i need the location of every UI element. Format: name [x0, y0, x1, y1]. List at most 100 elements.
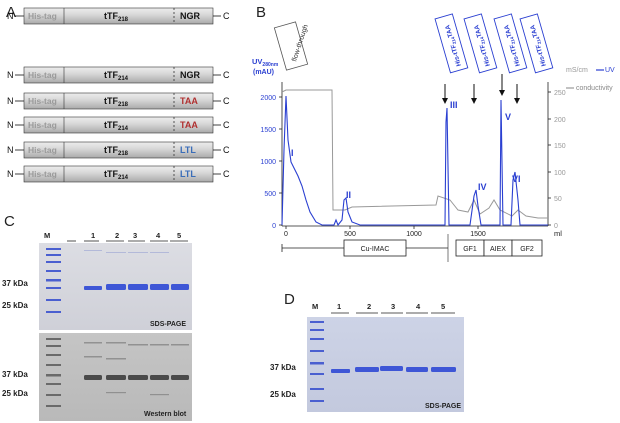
- kda-25-label-d: 25 kDa: [270, 390, 296, 399]
- peak-label-5: V: [505, 112, 511, 122]
- construct-3: N His-tag tTF218 TAA C: [7, 92, 230, 110]
- peak-label-2: II: [346, 190, 351, 200]
- lane-label-2-d: 2: [367, 302, 371, 311]
- construct-c-terminus: C: [223, 120, 230, 130]
- construct-2: N His-tag tTF214 NGR C: [7, 66, 230, 84]
- sds-marker-bands: [46, 248, 61, 313]
- construct-c-terminus: C: [223, 145, 230, 155]
- construct-6: N His-tag tTF214 LTL C: [7, 165, 230, 183]
- construct-1: N His-tag tTF218 NGR C: [7, 7, 230, 25]
- panel-c: C M 1 2 3 4 5: [2, 213, 192, 421]
- sds-page-label-d: SDS-PAGE: [425, 403, 461, 410]
- lane-label-1: 1: [91, 231, 95, 240]
- step-cu-imac: Cu-IMAC: [361, 246, 390, 253]
- construct-n-terminus: N: [7, 169, 14, 179]
- construct-suffix: LTL: [180, 169, 196, 179]
- construct-4: N His-tag tTF214 TAA C: [7, 116, 230, 134]
- volume-tick-label: 1000: [406, 231, 422, 238]
- uv-tick-label: 2000: [260, 95, 276, 102]
- lane-label-4: 4: [156, 231, 161, 240]
- construct-c-terminus: C: [223, 70, 230, 80]
- construct-n-terminus: N: [7, 96, 14, 106]
- lane-label-4-d: 4: [416, 302, 421, 311]
- his-ttf-box-2: His-tTF214TAA: [463, 13, 498, 74]
- flow-through-box: flow-through: [273, 21, 310, 71]
- conductivity-tick-label: 0: [554, 223, 558, 230]
- construct-c-terminus: C: [223, 96, 230, 106]
- conductivity-tick-label: 150: [554, 143, 566, 150]
- lane-label-m-d: M: [312, 302, 318, 311]
- construct-ttf-label: tTF218: [104, 96, 129, 108]
- panel-d-lane-labels: M 1 2 3 4 5: [312, 302, 445, 311]
- construct-his-tag: His-tag: [28, 120, 57, 130]
- panel-c-lane-labels: M 1 2 3 4 5: [44, 231, 181, 240]
- step-aiex: AIEX: [490, 246, 506, 253]
- construct-ttf-label: tTF214: [104, 169, 129, 181]
- kda-37-label-d: 37 kDa: [270, 363, 296, 372]
- step-gf2: GF2: [520, 246, 534, 253]
- kda-25-label-c-sds: 25 kDa: [2, 301, 28, 310]
- construct-suffix: TAA: [180, 120, 198, 130]
- uv-axis-unit: UV: [252, 57, 262, 66]
- construct-suffix: TAA: [180, 96, 198, 106]
- western-blot-label: Western blot: [144, 411, 187, 418]
- volume-tick-label: 500: [344, 231, 356, 238]
- sds-gel-d: [307, 317, 464, 412]
- his-ttf-box-1: His-tTF214TAA: [434, 13, 469, 74]
- construct-his-tag: His-tag: [28, 169, 57, 179]
- construct-his-tag: His-tag: [28, 70, 57, 80]
- uv-axis-unit2: (mAU): [253, 69, 274, 76]
- peak-label-1: I: [291, 148, 294, 158]
- kda-25-label-c-wb: 25 kDa: [2, 389, 28, 398]
- arrow-3: [499, 74, 505, 96]
- sds-page-label-c: SDS-PAGE: [150, 321, 186, 328]
- uv-tick-label: 1000: [260, 159, 276, 166]
- construct-ttf-label: tTF218: [104, 11, 129, 23]
- panel-b: B UV280nm (mAU) mS/cm UV conductivity 20…: [252, 4, 615, 262]
- construct-n-terminus: N: [7, 11, 14, 21]
- uv-tick-label: 0: [272, 223, 276, 230]
- kda-37-label-c-sds: 37 kDa: [2, 279, 28, 288]
- conductivity-tick-label: 250: [554, 90, 566, 97]
- uv-tick-label: 1500: [260, 127, 276, 134]
- construct-ttf-label: tTF214: [104, 70, 129, 82]
- construct-n-terminus: N: [7, 120, 14, 130]
- uv-axis-label: UV280nm: [252, 57, 279, 68]
- kda-37-label-c-wb: 37 kDa: [2, 370, 28, 379]
- sds-faint-bands: [84, 250, 169, 253]
- uv-tick-label: 500: [264, 191, 276, 198]
- construct-n-terminus: N: [7, 145, 14, 155]
- volume-tick-label: 1500: [470, 231, 486, 238]
- d-sample-bands: [331, 366, 456, 373]
- lane-label-5: 5: [177, 231, 181, 240]
- construct-list: N His-tag tTF218 NGR C N His-tag tTF214 NGR C N His…: [7, 7, 230, 183]
- conductivity-ticks: 250 200 150 100 50 0: [548, 90, 566, 230]
- panel-a-letter: A: [6, 4, 16, 21]
- chromatogram-axes: [281, 82, 549, 227]
- lane-label-3: 3: [133, 231, 137, 240]
- sds-sample-bands: [84, 284, 189, 290]
- his-ttf-box-3: His-tTF214TAA: [493, 13, 528, 74]
- conductivity-tick-label: 100: [554, 170, 566, 177]
- lane-label-5-d: 5: [441, 302, 445, 311]
- wb-marker-bands: [46, 338, 61, 407]
- arrow-2: [471, 84, 477, 104]
- panel-d: D M 1 2 3 4 5: [270, 291, 464, 412]
- d-marker-bands: [310, 321, 324, 402]
- step-bar: Cu-IMAC GF1 AIEX GF2: [281, 234, 543, 262]
- construct-suffix: LTL: [180, 145, 196, 155]
- volume-tick-label: 0: [284, 231, 288, 238]
- peak-label-4: IV: [478, 182, 487, 192]
- construct-5: N His-tag tTF218 LTL C: [7, 141, 230, 159]
- peak-label-3: III: [450, 100, 458, 110]
- construct-his-tag: His-tag: [28, 11, 57, 21]
- peak-label-6: VI: [512, 174, 521, 184]
- construct-c-terminus: C: [223, 11, 230, 21]
- construct-suffix: NGR: [180, 11, 201, 21]
- legend-uv: UV: [605, 67, 615, 74]
- his-ttf-box-4: His-tTF214TAA: [519, 13, 554, 74]
- construct-his-tag: His-tag: [28, 145, 57, 155]
- uv-axis-sub: 280nm: [262, 62, 278, 68]
